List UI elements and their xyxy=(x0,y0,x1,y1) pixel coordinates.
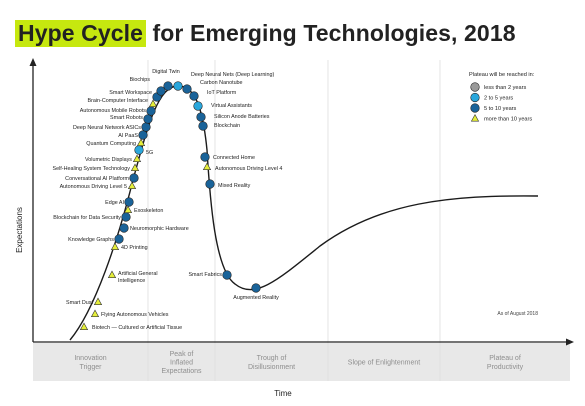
label-digital-twin: Digital Twin xyxy=(152,69,179,75)
label-quantum-computing: Quantum Computing xyxy=(86,141,136,147)
title-rest: for Emerging Technologies, 2018 xyxy=(152,20,516,46)
label-smart-fabrics: Smart Fabrics xyxy=(188,272,222,278)
label-layer: Biotech — Cultured or Artificial Tissue F… xyxy=(52,69,282,331)
marker-autonomous-driving-level-4 xyxy=(202,162,212,170)
y-axis-arrow xyxy=(29,58,37,66)
phase-layer: Innovation Trigger Peak of Inflated Expectat… xyxy=(33,60,570,381)
marker-digital-twin xyxy=(163,81,173,91)
marker-knowledge-graphs xyxy=(114,234,124,244)
label-autonomous-mobile-robots: Autonomous Mobile Robots xyxy=(80,108,147,114)
label-smart-robots: Smart Robots xyxy=(110,115,143,121)
phase-label-1: Innovation Trigger xyxy=(74,355,106,371)
label-4d-printing: 4D Printing xyxy=(121,245,148,251)
label-smart-workspace: Smart Workspace xyxy=(109,90,152,96)
marker-iot-platform xyxy=(189,91,199,101)
legend: Plateau will be reached in: less than 2 y… xyxy=(469,72,535,123)
marker-augmented-reality xyxy=(251,283,261,293)
marker-carbon-nanotube xyxy=(182,84,192,94)
label-carbon-nanotube: Carbon Nanotube xyxy=(200,80,243,86)
legend-marker-2to5 xyxy=(470,92,480,103)
label-flying-autonomous-vehicles: Flying Autonomous Vehicles xyxy=(101,312,169,318)
label-smart-dust: Smart Dust xyxy=(66,300,93,306)
marker-flying-autonomous-vehicles xyxy=(90,309,100,318)
label-biochips: Biochips xyxy=(130,77,151,83)
phase-label-2: Peak of Inflated Expectations xyxy=(161,351,202,375)
legend-label-gt10: more than 10 years xyxy=(484,117,532,123)
marker-connected-home xyxy=(200,152,210,162)
x-axis-arrow xyxy=(566,338,574,346)
title-highlight: Hype Cycle xyxy=(15,20,147,47)
label-blockchain: Blockchain xyxy=(214,123,240,129)
legend-label-2to5: 2 to 5 years xyxy=(484,96,513,102)
marker-biotech-cultured-or-artificial-tissue xyxy=(79,322,89,331)
label-autonomous-driving-level-4: Autonomous Driving Level 4 xyxy=(215,166,282,172)
marker-blockchain-for-data-security xyxy=(121,212,131,222)
marker-4d-printing xyxy=(110,242,120,250)
legend-marker-lt2 xyxy=(470,82,480,92)
label-augmented-reality: Augmented Reality xyxy=(233,295,279,301)
label-brain-computer-interface: Brain-Computer Interface xyxy=(87,98,148,104)
legend-marker-5to10 xyxy=(470,103,480,113)
y-axis-label: Expectations xyxy=(15,207,24,253)
legend-label-5to10: 5 to 10 years xyxy=(484,106,517,112)
label-deep-neural-nets-deep-learning: Deep Neural Nets (Deep Learning) xyxy=(191,72,275,78)
marker-blockchain xyxy=(198,121,208,131)
marker-exoskeleton xyxy=(123,205,133,213)
label-deep-neural-network-asics: Deep Neural Network ASICs xyxy=(73,125,141,131)
marker-neuromorphic-hardware xyxy=(119,223,129,233)
marker-5g xyxy=(134,145,144,155)
label-knowledge-graphs: Knowledge Graphs xyxy=(68,237,114,243)
label-5g: 5G xyxy=(146,150,153,156)
marker-biochips xyxy=(156,86,166,96)
axes-layer: Expectations Time As of August 2018 xyxy=(15,58,574,398)
legend-label-lt2: less than 2 years xyxy=(484,85,526,91)
marker-edge-ai xyxy=(124,197,134,207)
marker-artificial-general-intelligence xyxy=(107,270,117,279)
label-self-healing-system-technology: Self-Healing System Technology xyxy=(52,166,130,172)
label-autonomous-driving-level-5: Autonomous Driving Level 5 xyxy=(60,184,127,190)
label-exoskeleton: Exoskeleton xyxy=(134,208,163,214)
label-ai-paas: AI PaaS xyxy=(118,133,138,139)
marker-volumetric-displays xyxy=(132,154,142,162)
label-edge-ai: Edge AI xyxy=(105,200,124,206)
label-blockchain-for-data-security: Blockchain for Data Security xyxy=(53,215,121,221)
marker-layer xyxy=(79,81,261,331)
legend-title: Plateau will be reached in: xyxy=(469,72,535,78)
marker-conversational-ai-platform xyxy=(129,173,139,183)
marker-self-healing-system-technology xyxy=(130,163,140,171)
phase-label-3: Trough of Disillusionment xyxy=(248,355,295,371)
label-iot-platform: IoT Platform xyxy=(207,90,237,96)
chart-title: Hype Cycle for Emerging Technologies, 20… xyxy=(15,20,516,47)
marker-autonomous-driving-level-5 xyxy=(127,181,137,189)
marker-mixed-reality xyxy=(205,179,215,189)
label-conversational-ai-platform: Conversational AI Platform xyxy=(65,176,129,182)
legend-marker-gt10 xyxy=(470,113,480,122)
label-virtual-assistants: Virtual Assistants xyxy=(211,103,252,109)
marker-silicon-anode-batteries xyxy=(196,112,206,122)
x-axis-label: Time xyxy=(274,389,292,398)
as-of-note: As of August 2018 xyxy=(497,311,538,317)
phase-label-4: Slope of Enlightenment xyxy=(348,360,420,367)
marker-quantum-computing xyxy=(136,138,146,146)
marker-autonomous-mobile-robots xyxy=(146,106,156,116)
phase-band xyxy=(33,343,570,381)
label-biotech-cultured-or-artificial-tissue: Biotech — Cultured or Artificial Tissue xyxy=(92,325,182,331)
marker-smart-robots xyxy=(143,114,153,124)
marker-brain-computer-interface xyxy=(148,99,158,107)
label-volumetric-displays: Volumetric Displays xyxy=(85,157,132,163)
marker-deep-neural-network-asics xyxy=(141,122,151,132)
marker-virtual-assistants xyxy=(193,101,203,111)
marker-smart-fabrics xyxy=(222,270,232,280)
phase-label-5: Plateau of Productivity xyxy=(487,355,524,371)
label-artificial-general-intelligence: Artificial General Intelligence xyxy=(118,271,158,284)
marker-deep-neural-nets-deep-learning xyxy=(173,81,183,91)
label-neuromorphic-hardware: Neuromorphic Hardware xyxy=(130,226,189,232)
marker-ai-paas xyxy=(138,130,148,140)
marker-smart-dust xyxy=(93,297,103,306)
label-connected-home: Connected Home xyxy=(213,155,255,161)
label-silicon-anode-batteries: Silicon Anode Batteries xyxy=(214,114,270,120)
label-mixed-reality: Mixed Reality xyxy=(218,183,251,189)
